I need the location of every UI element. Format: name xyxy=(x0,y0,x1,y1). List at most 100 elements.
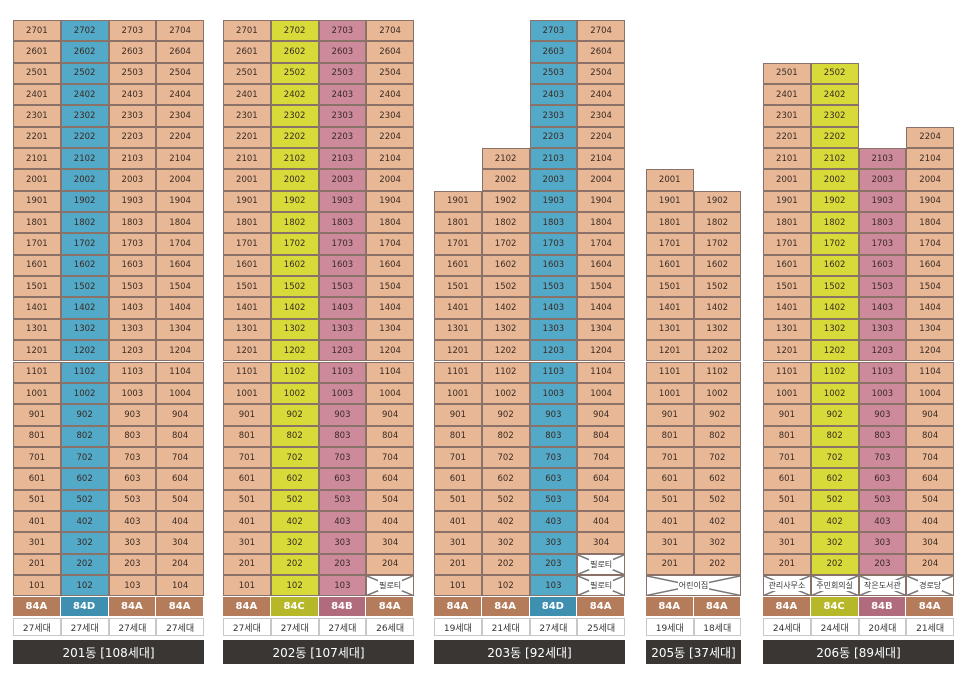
unit-cell: 302 xyxy=(60,532,109,554)
unit-cell: 1101 xyxy=(434,361,482,383)
unit-cell: 502 xyxy=(60,489,109,511)
unit-cell: 1902 xyxy=(481,190,530,213)
unit-cell: 502 xyxy=(270,489,319,511)
unit-cell: 202 xyxy=(60,553,109,575)
unit-cell: 201 xyxy=(646,553,694,575)
unit-cell: 303 xyxy=(858,532,907,554)
unit-cell: 2201 xyxy=(223,126,271,148)
facility-label: 경로당 xyxy=(918,580,943,592)
unit-cell: 1501 xyxy=(223,276,271,298)
unit-cell: 203 xyxy=(529,553,578,575)
unit-count-label: 19세대 xyxy=(434,618,482,636)
unit-cell: 1603 xyxy=(108,254,157,277)
unit-cell: 1404 xyxy=(366,297,414,319)
unit-cell: 1602 xyxy=(810,254,859,277)
unit-cell: 702 xyxy=(810,446,859,469)
unit-cell: 2704 xyxy=(366,19,414,42)
unit-cell: 1802 xyxy=(481,212,530,234)
unit-type-label: 84A xyxy=(13,597,61,616)
unit-cell: 2601 xyxy=(223,41,271,63)
unit-cell: 2401 xyxy=(13,83,61,106)
unit-cell: 301 xyxy=(646,532,694,554)
unit-cell: 2203 xyxy=(529,126,578,148)
unit-cell: 1403 xyxy=(858,297,907,319)
unit-cell: 803 xyxy=(108,425,157,447)
unit-cell: 1604 xyxy=(156,254,204,277)
unit-cell: 803 xyxy=(318,425,367,447)
unit-cell: 1402 xyxy=(60,297,109,319)
unit-cell: 1601 xyxy=(763,254,811,277)
unit-cell: 2302 xyxy=(810,105,859,127)
unit-cell: 202 xyxy=(693,553,741,575)
unit-cell: 2504 xyxy=(577,62,625,84)
unit-cell: 1802 xyxy=(810,212,859,234)
unit-cell: 2004 xyxy=(156,169,204,191)
unit-cell: 1402 xyxy=(481,297,530,319)
unit-cell: 1904 xyxy=(366,190,414,213)
unit-cell: 2002 xyxy=(810,169,859,191)
unit-cell: 202 xyxy=(481,553,530,575)
facility-label: 필로티 xyxy=(589,558,614,570)
unit-cell: 1703 xyxy=(858,233,907,255)
unit-cell: 2403 xyxy=(108,83,157,106)
unit-cell: 1304 xyxy=(156,318,204,341)
unit-cell: 2503 xyxy=(108,62,157,84)
unit-cell: 2104 xyxy=(366,148,414,170)
unit-cell: 1804 xyxy=(906,212,954,234)
unit-cell: 1003 xyxy=(529,382,578,405)
unit-count-label: 27세대 xyxy=(13,618,61,636)
unit-cell: 2401 xyxy=(763,83,811,106)
unit-type-label: 84A xyxy=(223,597,271,616)
unit-count-label: 27세대 xyxy=(318,618,367,636)
unit-cell: 602 xyxy=(60,468,109,490)
unit-cell: 2101 xyxy=(223,148,271,170)
unit-cell: 1504 xyxy=(366,276,414,298)
unit-type-label: 84D xyxy=(529,597,578,616)
unit-cell: 1602 xyxy=(270,254,319,277)
unit-cell: 2302 xyxy=(270,105,319,127)
unit-cell: 1702 xyxy=(60,233,109,255)
unit-cell: 603 xyxy=(529,468,578,490)
building-title: 201동 [108세대] xyxy=(13,640,204,664)
unit-type-label: 84D xyxy=(60,597,109,616)
unit-cell: 1301 xyxy=(763,318,811,341)
unit-cell: 301 xyxy=(13,532,61,554)
unit-cell: 1102 xyxy=(693,361,741,383)
unit-cell: 2604 xyxy=(577,41,625,63)
unit-cell: 1301 xyxy=(646,318,694,341)
unit-cell: 1404 xyxy=(156,297,204,319)
unit-cell: 302 xyxy=(810,532,859,554)
unit-cell: 2202 xyxy=(810,126,859,148)
unit-cell: 1604 xyxy=(577,254,625,277)
unit-count-label: 25세대 xyxy=(577,618,625,636)
unit-cell: 1704 xyxy=(577,233,625,255)
unit-cell: 502 xyxy=(810,489,859,511)
unit-cell: 901 xyxy=(434,404,482,426)
unit-cell: 2603 xyxy=(108,41,157,63)
unit-count-label: 27세대 xyxy=(60,618,109,636)
unit-cell: 1702 xyxy=(481,233,530,255)
unit-cell: 2001 xyxy=(646,169,694,191)
unit-cell: 1004 xyxy=(156,382,204,405)
unit-cell: 902 xyxy=(270,404,319,426)
unit-cell: 701 xyxy=(223,446,271,469)
unit-count-label: 18세대 xyxy=(693,618,741,636)
unit-cell: 1902 xyxy=(693,190,741,213)
unit-cell: 802 xyxy=(60,425,109,447)
unit-cell: 1901 xyxy=(763,190,811,213)
unit-cell: 604 xyxy=(366,468,414,490)
building-title: 202동 [107세대] xyxy=(223,640,414,664)
unit-cell: 1003 xyxy=(318,382,367,405)
unit-cell: 2204 xyxy=(366,126,414,148)
unit-cell: 1901 xyxy=(13,190,61,213)
unit-cell: 2203 xyxy=(318,126,367,148)
unit-cell: 103 xyxy=(318,575,367,597)
unit-cell: 703 xyxy=(318,446,367,469)
unit-cell: 2502 xyxy=(270,62,319,84)
unit-cell: 1001 xyxy=(13,382,61,405)
unit-cell: 602 xyxy=(481,468,530,490)
unit-cell: 101 xyxy=(223,575,271,597)
unit-cell: 1301 xyxy=(13,318,61,341)
unit-cell: 202 xyxy=(810,553,859,575)
unit-cell: 2104 xyxy=(906,148,954,170)
